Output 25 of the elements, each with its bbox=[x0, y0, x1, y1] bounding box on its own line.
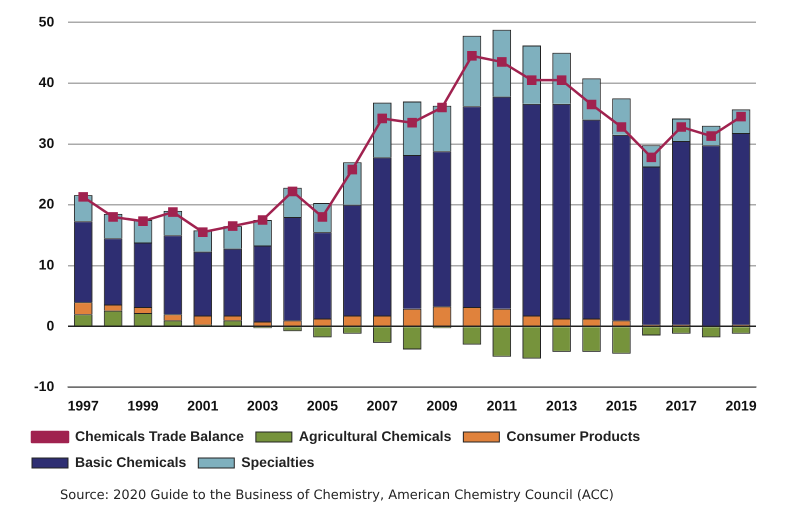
x-tick-label: 2009 bbox=[426, 397, 458, 414]
x-tick-label: 2005 bbox=[306, 397, 338, 414]
legend-label: Basic Chemicals bbox=[75, 454, 186, 470]
x-tick-label: 2015 bbox=[606, 397, 638, 414]
x-tick-label: 2019 bbox=[725, 397, 757, 414]
legend-label: Agricultural Chemicals bbox=[298, 428, 452, 444]
legend-label: Specialties bbox=[241, 454, 315, 470]
x-tick-label: 2007 bbox=[366, 397, 398, 414]
x-tick-label: 2017 bbox=[666, 397, 698, 414]
x-tick-label: 2001 bbox=[187, 397, 219, 414]
y-tick-label: 20 bbox=[38, 196, 54, 212]
legend-label: Chemicals Trade Balance bbox=[75, 428, 244, 444]
y-tick-label: 10 bbox=[38, 256, 54, 272]
x-tick-label: 2003 bbox=[247, 397, 278, 414]
source-note: Source: 2020 Guide to the Business of Chemistry, American Chemistry Council (ACC) bbox=[60, 488, 614, 503]
y-tick-label: 30 bbox=[38, 134, 54, 151]
y-tick-label: 40 bbox=[38, 74, 54, 90]
x-tick-label: 1999 bbox=[127, 397, 159, 414]
y-tick-label: 0 bbox=[46, 317, 54, 334]
y-tick-label: 50 bbox=[38, 13, 54, 30]
x-tick-label: 1997 bbox=[68, 397, 99, 414]
x-tick-label: 2013 bbox=[546, 397, 578, 414]
x-tick-label: 2011 bbox=[486, 397, 518, 414]
legend-label: Consumer Products bbox=[506, 428, 640, 444]
y-tick-label: -10 bbox=[34, 378, 54, 394]
